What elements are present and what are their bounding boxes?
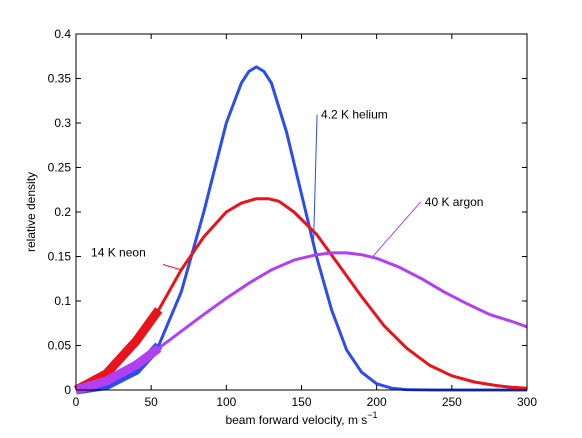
annotation-leader bbox=[162, 264, 182, 271]
annotation-leader bbox=[371, 201, 422, 258]
annotation-4-2-k-helium: 4.2 K helium bbox=[321, 108, 388, 122]
y-tick-label: 0.4 bbox=[54, 27, 71, 41]
y-tick-label: 0.05 bbox=[48, 339, 72, 353]
annotation-40-k-argon: 40 K argon bbox=[425, 195, 484, 209]
x-tick-label: 250 bbox=[442, 395, 462, 409]
y-axis-ticks: 0 0.05 0.1 0.15 0.2 0.25 0.3 0.35 0.4 bbox=[48, 27, 527, 397]
y-tick-label: 0 bbox=[64, 383, 71, 397]
x-tick-label: 150 bbox=[291, 395, 311, 409]
series-thick-segment-40-k-argon bbox=[74, 344, 162, 395]
y-tick-label: 0.35 bbox=[48, 72, 72, 86]
y-tick-label: 0.2 bbox=[54, 205, 71, 219]
y-tick-label: 0.3 bbox=[54, 116, 71, 130]
x-tick-label: 300 bbox=[517, 395, 537, 409]
series-line-14-k-neon bbox=[75, 197, 528, 392]
annotation-layer: 4.2 K helium 40 K argon 14 K neon bbox=[91, 108, 484, 271]
y-tick-label: 0.15 bbox=[48, 250, 72, 264]
y-tick-label: 0.1 bbox=[54, 294, 71, 308]
x-axis-label-text: beam forward velocity, m s bbox=[225, 413, 367, 427]
series-line-4-2-k-helium bbox=[75, 65, 527, 392]
y-axis-label: relative density bbox=[24, 172, 38, 252]
y-tick-label: 0.25 bbox=[48, 161, 72, 175]
annotation-14-k-neon: 14 K neon bbox=[91, 246, 146, 260]
series-line-40-k-argon bbox=[75, 251, 528, 392]
x-axis-label-exponent: −1 bbox=[367, 410, 377, 420]
x-tick-label: 50 bbox=[144, 395, 158, 409]
x-axis-label: beam forward velocity, m s−1 bbox=[225, 410, 377, 427]
series-layer bbox=[73, 65, 528, 395]
x-tick-label: 0 bbox=[73, 395, 80, 409]
x-tick-label: 200 bbox=[367, 395, 387, 409]
x-tick-label: 100 bbox=[216, 395, 236, 409]
annotation-leader bbox=[313, 114, 318, 245]
x-axis-ticks: 0 50 100 150 200 250 300 bbox=[73, 34, 537, 409]
